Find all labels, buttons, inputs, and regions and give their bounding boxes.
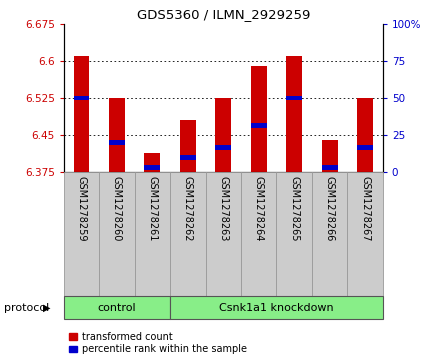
Text: GSM1278262: GSM1278262 — [183, 176, 193, 242]
Bar — [357, 145, 373, 150]
Legend: transformed count, percentile rank within the sample: transformed count, percentile rank withi… — [69, 331, 247, 355]
Title: GDS5360 / ILMN_2929259: GDS5360 / ILMN_2929259 — [136, 8, 310, 21]
Text: protocol: protocol — [4, 303, 50, 313]
Bar — [180, 120, 196, 172]
Bar — [251, 66, 267, 172]
Bar — [312, 172, 347, 296]
Bar — [73, 95, 89, 101]
Text: control: control — [98, 303, 136, 313]
Bar — [135, 172, 170, 296]
Bar — [251, 123, 267, 128]
Bar — [73, 56, 89, 172]
Bar — [322, 165, 337, 170]
Bar — [205, 172, 241, 296]
Bar — [322, 140, 337, 172]
Bar — [286, 95, 302, 101]
Bar — [109, 98, 125, 172]
Text: GSM1278264: GSM1278264 — [254, 176, 264, 241]
Bar — [215, 145, 231, 150]
Bar — [180, 155, 196, 160]
Bar — [170, 296, 383, 319]
Bar — [276, 172, 312, 296]
Text: ▶: ▶ — [43, 303, 51, 313]
Text: GSM1278263: GSM1278263 — [218, 176, 228, 241]
Bar — [170, 172, 205, 296]
Bar — [64, 296, 170, 319]
Text: GSM1278259: GSM1278259 — [77, 176, 87, 242]
Bar — [241, 172, 276, 296]
Text: GSM1278265: GSM1278265 — [289, 176, 299, 242]
Bar — [357, 98, 373, 172]
Bar — [347, 172, 383, 296]
Text: GSM1278261: GSM1278261 — [147, 176, 158, 241]
Bar — [99, 172, 135, 296]
Bar — [215, 98, 231, 172]
Bar — [144, 152, 161, 172]
Bar — [64, 172, 99, 296]
Text: GSM1278267: GSM1278267 — [360, 176, 370, 242]
Text: GSM1278260: GSM1278260 — [112, 176, 122, 241]
Bar — [144, 165, 161, 170]
Bar — [109, 140, 125, 145]
Text: GSM1278266: GSM1278266 — [325, 176, 335, 241]
Bar — [286, 56, 302, 172]
Text: Csnk1a1 knockdown: Csnk1a1 knockdown — [219, 303, 334, 313]
